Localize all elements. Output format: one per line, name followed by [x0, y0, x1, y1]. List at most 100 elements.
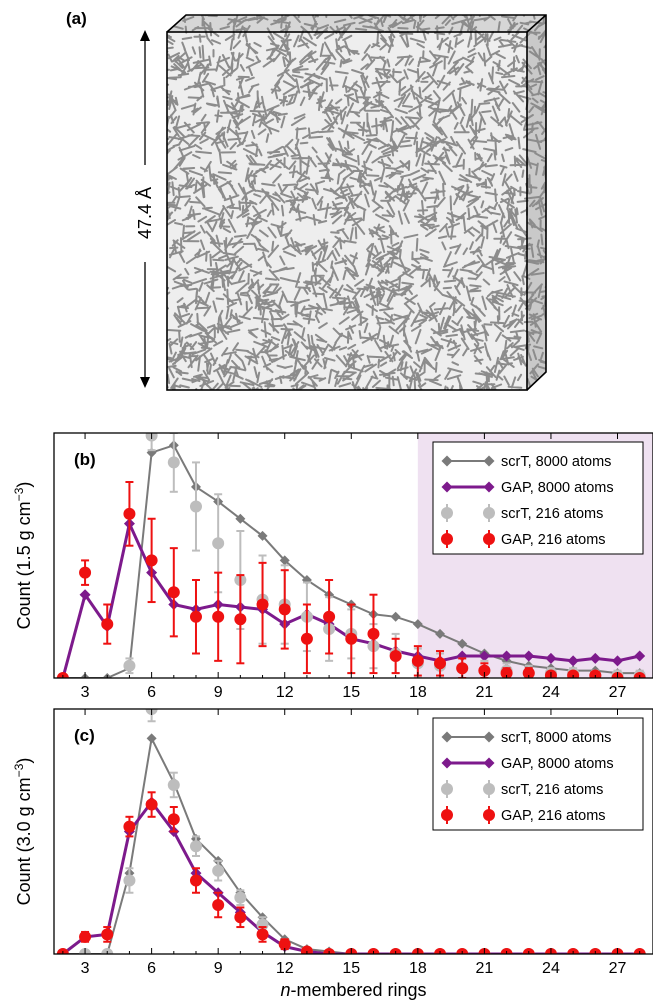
y-axis-label-sup: −3	[12, 487, 26, 501]
data-point	[234, 911, 247, 924]
y-axis-label: Count (1.5 g cm−3)	[12, 482, 34, 630]
data-point	[212, 610, 225, 623]
legend-marker	[483, 507, 495, 519]
data-point	[435, 628, 446, 639]
y-axis-label-sup: −3	[12, 763, 26, 777]
data-point	[189, 874, 202, 887]
legend-item: GAP, 8000 atoms	[441, 480, 614, 496]
x-tick-label: 12	[276, 960, 294, 977]
data-point	[101, 618, 114, 631]
legend-item: scrT, 216 atoms	[441, 780, 603, 798]
data-point	[323, 610, 336, 623]
data-point	[412, 619, 423, 630]
x-tick-label: 27	[609, 960, 627, 977]
legend-label: scrT, 216 atoms	[501, 506, 603, 522]
x-tick-label: 24	[542, 960, 560, 977]
data-point	[123, 507, 136, 520]
legend-marker	[483, 731, 495, 743]
legend-marker	[441, 731, 453, 743]
data-point	[478, 664, 491, 677]
data-point	[567, 669, 580, 678]
cube-frame	[166, 14, 547, 391]
data-point	[278, 938, 291, 951]
series-GAP, 216 atoms	[56, 481, 646, 678]
chart-c: 3 6 9 12 15 18 21 24 27 (c) Count (3.0 g cm−3) n-me…	[12, 708, 653, 1000]
data-point	[456, 662, 469, 675]
legend-marker	[483, 783, 495, 795]
x-tick-label: 18	[409, 960, 427, 977]
y-axis-label-main: Count (1.5 g cm	[14, 501, 34, 629]
data-point	[101, 928, 114, 941]
y-axis-label-main: Count (3.0 g cm	[14, 777, 34, 905]
x-tick-label: 6	[147, 960, 156, 977]
x-tick-label: 18	[409, 684, 427, 701]
data-point	[589, 669, 602, 678]
legend-item: scrT, 8000 atoms	[441, 454, 611, 470]
legend-label: scrT, 8000 atoms	[501, 454, 611, 470]
data-point	[345, 632, 358, 645]
data-point	[567, 655, 579, 667]
data-point	[79, 589, 91, 601]
data-point	[523, 650, 535, 662]
y-axis-label: Count (3.0 g cm−3)	[12, 758, 34, 906]
legend: scrT, 8000 atoms GAP, 8000 atoms scrT, 216…	[432, 441, 644, 555]
legend-label: scrT, 216 atoms	[501, 782, 603, 798]
legend-marker	[441, 757, 453, 769]
data-point	[189, 840, 202, 853]
data-point	[434, 657, 447, 670]
data-point	[300, 632, 313, 645]
x-tick-label: 9	[214, 684, 223, 701]
x-tick-label: 15	[342, 960, 360, 977]
x-tick-label: 9	[214, 960, 223, 977]
data-point	[79, 566, 92, 579]
legend-marker	[483, 809, 495, 821]
data-point	[167, 456, 180, 469]
legend-label: GAP, 216 atoms	[501, 532, 606, 548]
data-point	[189, 500, 202, 513]
y-axis-label-tail: )	[14, 758, 34, 764]
data-point	[167, 586, 180, 599]
dimension-arrow	[140, 30, 150, 388]
data-point	[612, 655, 624, 667]
legend-marker	[441, 783, 453, 795]
data-point	[390, 611, 401, 622]
data-point	[145, 554, 158, 567]
data-point	[234, 891, 247, 904]
legend-item: scrT, 216 atoms	[441, 504, 603, 522]
data-point	[457, 638, 468, 649]
data-point	[212, 864, 225, 877]
data-point	[411, 654, 424, 667]
data-point	[389, 649, 402, 662]
data-point	[522, 667, 535, 678]
panel-label: (c)	[74, 726, 95, 745]
data-point	[634, 650, 646, 662]
data-point	[500, 667, 513, 678]
legend-item: GAP, 216 atoms	[441, 530, 606, 548]
legend-marker	[483, 533, 495, 545]
structure-panel: (a) 47.4 Å	[66, 9, 547, 391]
data-point	[189, 610, 202, 623]
axes-frame	[53, 708, 653, 955]
data-point	[235, 513, 246, 524]
y-axis-label-tail: )	[14, 482, 34, 488]
legend-marker	[483, 481, 495, 493]
legend-item: GAP, 216 atoms	[441, 806, 606, 824]
x-tick-label: 15	[342, 684, 360, 701]
data-point	[367, 627, 380, 640]
data-point	[167, 778, 180, 791]
data-point	[167, 813, 180, 826]
legend-marker	[441, 481, 453, 493]
x-tick-label: 3	[81, 684, 90, 701]
data-point	[478, 650, 490, 662]
x-axis-label-rest: -membered rings	[290, 980, 426, 1000]
x-tick-label: 27	[609, 684, 627, 701]
legend-marker	[441, 455, 453, 467]
x-axis-label: n-membered rings	[280, 980, 426, 1000]
dimension-label: 47.4 Å	[135, 187, 155, 239]
series-line	[62, 735, 640, 954]
data-point	[279, 555, 290, 566]
x-tick-label: 21	[475, 960, 493, 977]
axes-frame	[53, 432, 653, 679]
data-point	[501, 650, 513, 662]
